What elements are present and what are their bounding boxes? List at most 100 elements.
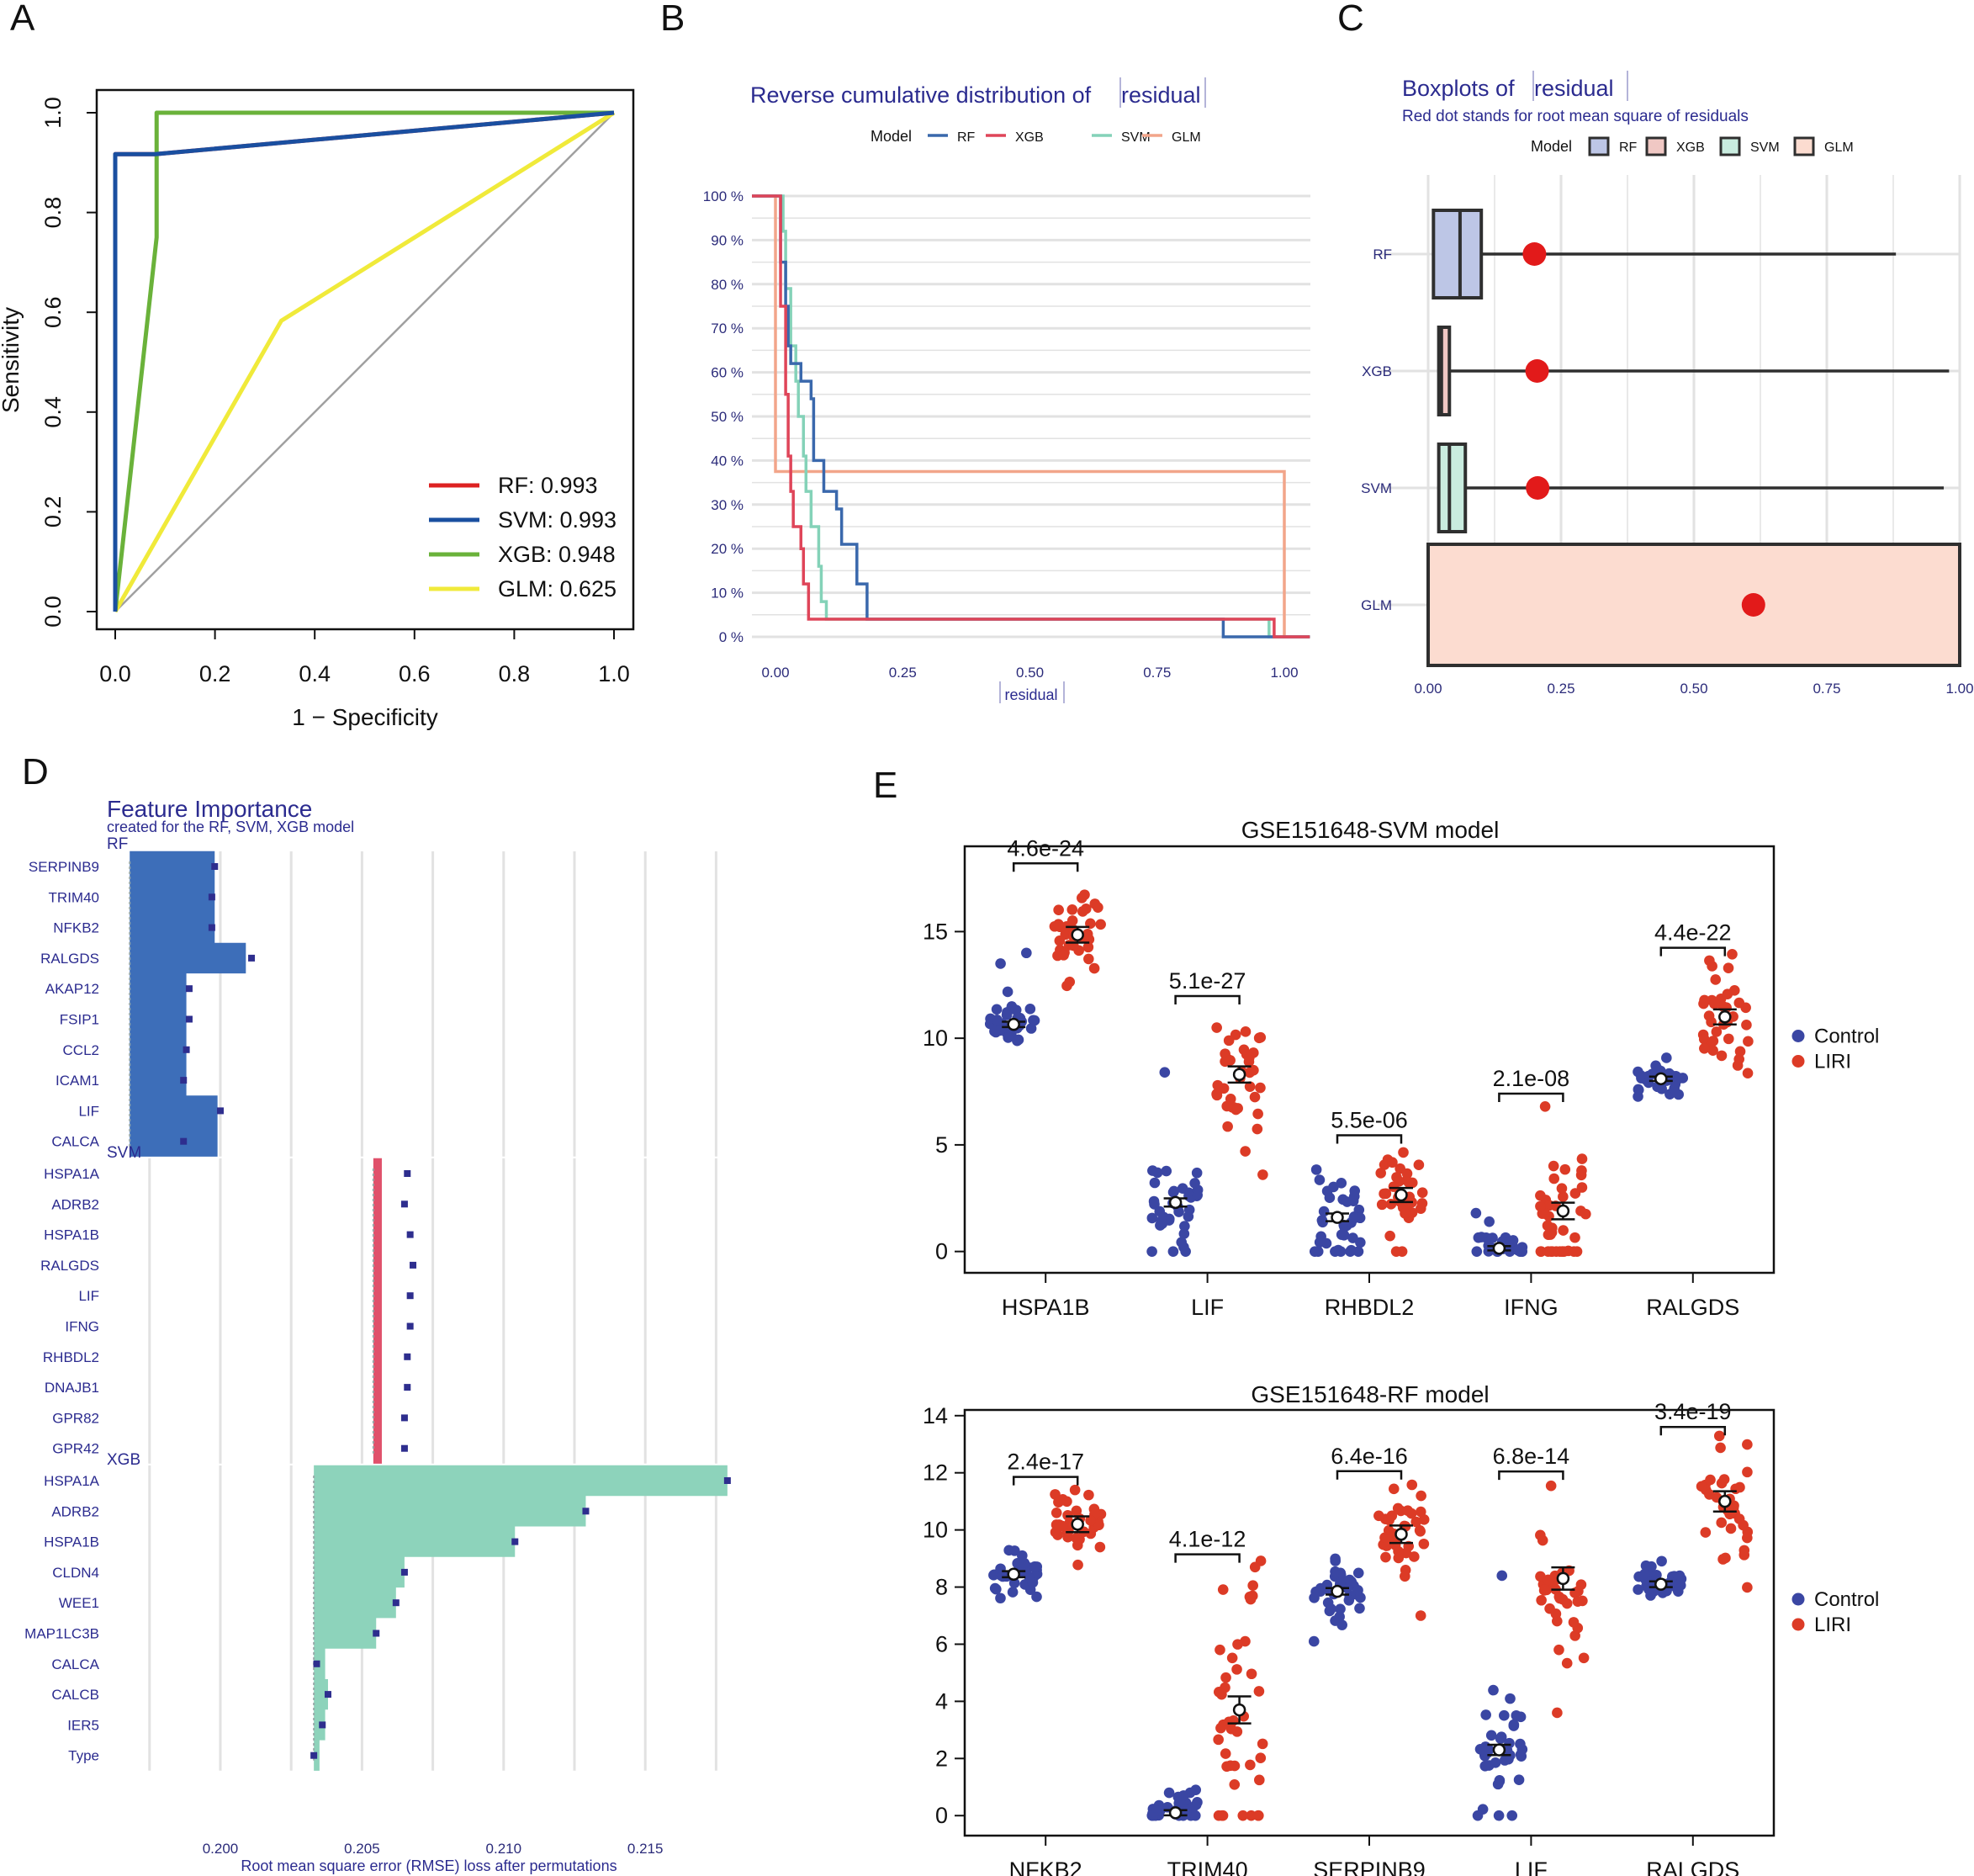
control-point [1314, 1174, 1326, 1185]
liri-point [1725, 1523, 1737, 1534]
fi-dot [723, 1477, 731, 1484]
liri-point [1376, 1199, 1388, 1211]
control-point [1028, 1015, 1039, 1026]
fi-feature-label: HSPA1A [44, 1166, 99, 1182]
control-point [1656, 1083, 1667, 1094]
liri-point [1727, 948, 1738, 960]
roc-legend-label-xgb: XGB: 0.948 [498, 542, 616, 567]
fi-dot [208, 924, 215, 931]
liri-point [1404, 1177, 1415, 1189]
box-legend-label-glm: GLM [1824, 140, 1854, 155]
control-point [1352, 1567, 1364, 1579]
fi-dot [404, 1384, 411, 1391]
liri-point [1416, 1490, 1426, 1502]
liri-point [1553, 1644, 1564, 1656]
liri-point [1535, 1190, 1546, 1201]
liri-point [1215, 1644, 1225, 1656]
box-category-label: GLM [1361, 597, 1392, 613]
fi-feature-label: GPR82 [52, 1410, 99, 1426]
liri-point [1742, 1582, 1753, 1593]
liri-point [1704, 1489, 1715, 1500]
liri-point [1578, 1652, 1590, 1664]
liri-point [1405, 1508, 1417, 1519]
liri-point [1232, 1103, 1243, 1114]
cdf-xtick-label: 0.25 [889, 665, 917, 681]
liri-point [1557, 1246, 1569, 1257]
liri-point [1255, 1082, 1266, 1094]
liri-point [1072, 1534, 1084, 1546]
liri-point [1249, 1091, 1261, 1103]
roc-ytick-label: 0.0 [40, 596, 66, 628]
liri-point [1255, 1752, 1267, 1764]
liri-point [1388, 1483, 1400, 1495]
control-point [1151, 1167, 1163, 1179]
liri-point [1053, 904, 1064, 916]
liri-point [1232, 1639, 1243, 1650]
pvalue-label: 5.5e-06 [1331, 1107, 1408, 1132]
liri-point [1561, 1598, 1573, 1609]
fi-feature-label: CALCA [51, 1656, 99, 1672]
mean-marker [1556, 1571, 1570, 1586]
liri-point [1709, 999, 1720, 1010]
liri-point [1060, 929, 1072, 941]
liri-point [1741, 1020, 1752, 1031]
control-point [1149, 1199, 1160, 1210]
fi-bars-svm [373, 1158, 382, 1464]
control-point [1666, 1577, 1677, 1588]
liri-point [1388, 1181, 1400, 1192]
liri-point [1244, 1052, 1255, 1063]
liri-point [1559, 1163, 1571, 1175]
fi-group-label: RF [107, 835, 128, 853]
control-point [1669, 1083, 1680, 1094]
liri-point [1571, 1246, 1583, 1257]
liri-point [1550, 1608, 1562, 1619]
control-point [1167, 1186, 1179, 1198]
control-point [1012, 1035, 1023, 1047]
liri-point [1088, 962, 1100, 974]
liri-point [1245, 1759, 1256, 1771]
fi-feature-label: IER5 [67, 1717, 99, 1733]
liri-point [1552, 1707, 1563, 1719]
control-point [1495, 1733, 1506, 1744]
liri-point [1216, 1810, 1228, 1821]
fi-dot [582, 1508, 590, 1515]
control-point [1309, 1246, 1320, 1257]
fi-feature-label: HSPA1A [44, 1473, 99, 1489]
control-point [1505, 1693, 1516, 1704]
box-category-label: SVM [1361, 480, 1392, 496]
liri-point [1539, 1584, 1550, 1595]
liri-point [1696, 1481, 1707, 1492]
mean-marker [1071, 1518, 1084, 1531]
dot-ytick-label: 4 [935, 1688, 948, 1714]
control-point [1347, 1232, 1358, 1243]
liri-point [1252, 1108, 1263, 1120]
roc-diagonal [114, 112, 615, 612]
roc-xtick-label: 0.0 [99, 661, 131, 686]
pvalue-label: 5.1e-27 [1169, 968, 1246, 994]
cdf-ytick-label: 80 % [711, 277, 744, 293]
fi-title: Feature Importance [107, 796, 312, 822]
liri-point [1535, 1246, 1547, 1257]
control-point [1336, 1229, 1347, 1240]
roc-xtick-label: 0.6 [399, 661, 431, 686]
roc-legend-label-glm: GLM: 0.625 [498, 576, 617, 601]
fi-group-label: XGB [107, 1451, 140, 1469]
control-point [1348, 1190, 1360, 1202]
cdf-title: Reverse cumulative distribution of [750, 82, 1092, 108]
liri-point [1720, 1552, 1731, 1564]
fi-dot [248, 954, 256, 962]
roc-xtick-label: 0.8 [499, 661, 531, 686]
dot-legend-swatch-liri [1791, 1618, 1805, 1631]
liri-point [1711, 1026, 1723, 1037]
panel-e: E GSE151648-SVM model 0 5 10 15 HSPA1B LIF RHB… [873, 765, 1879, 1876]
control-point [1010, 1004, 1022, 1015]
liri-point [1742, 1526, 1754, 1538]
fi-dot [324, 1691, 331, 1698]
control-point [1471, 1246, 1483, 1257]
panel-e-letter: E [873, 765, 897, 806]
fi-dot [180, 1077, 188, 1084]
dot-ytick-label: 10 [923, 1518, 948, 1543]
roc-frame [95, 88, 635, 631]
liri-point [1253, 1032, 1265, 1044]
